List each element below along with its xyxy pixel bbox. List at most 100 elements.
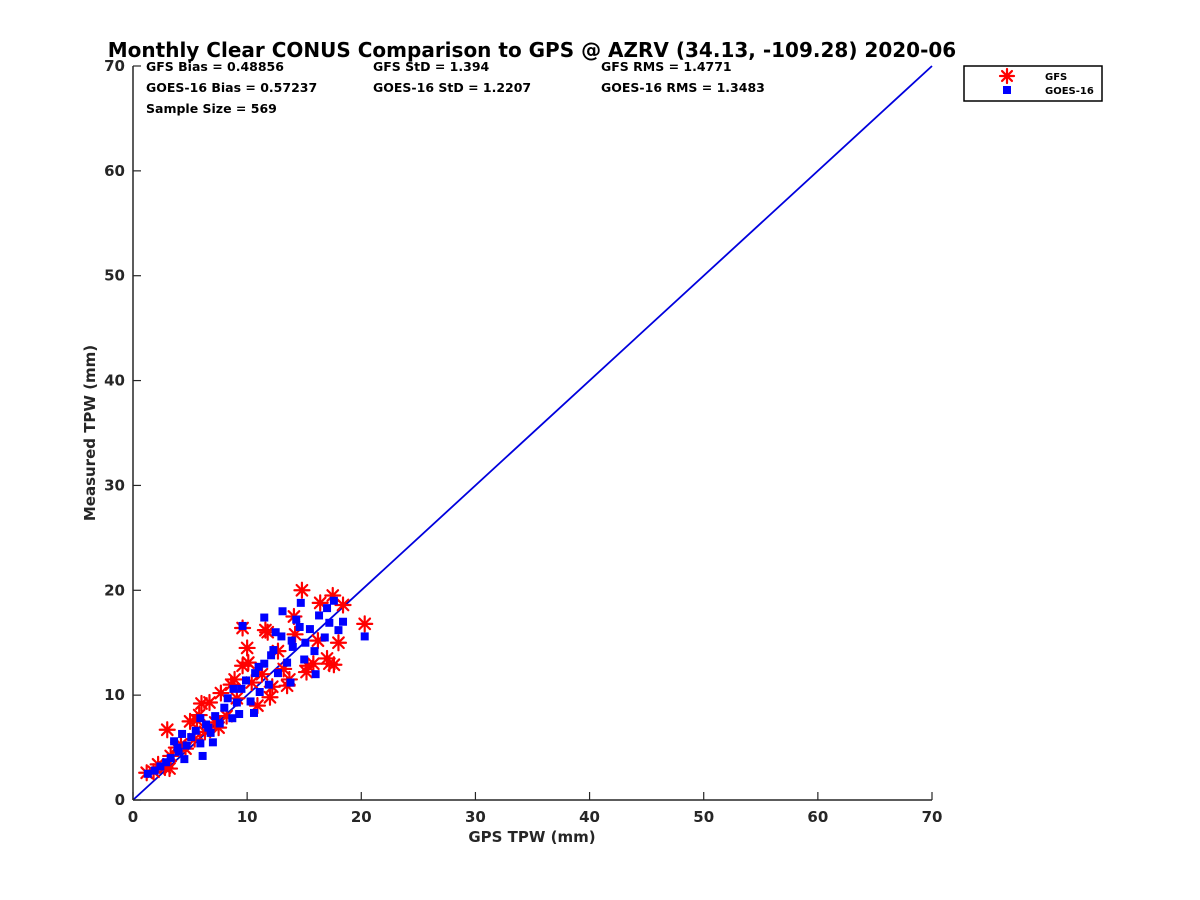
goes16-point [300, 655, 309, 664]
goes16-point [260, 613, 269, 622]
x-tick-label: 50 [693, 808, 714, 826]
goes16-point [278, 607, 287, 616]
y-tick-label: 50 [104, 267, 125, 285]
y-tick-label: 40 [104, 372, 125, 390]
goes16-point [196, 739, 205, 748]
goes16-point [329, 596, 338, 605]
goes16-point [191, 726, 200, 735]
goes16-point [223, 694, 232, 703]
y-tick-label: 20 [104, 581, 125, 599]
stat-text: GFS StD = 1.394 [373, 59, 490, 74]
chart-title: Monthly Clear CONUS Comparison to GPS @ … [108, 38, 956, 62]
goes16-point [320, 633, 329, 642]
stat-text: GOES-16 StD = 1.2207 [373, 80, 531, 95]
stat-text: GFS Bias = 0.48856 [146, 59, 284, 74]
goes16-point [204, 723, 213, 732]
goes16-points [143, 596, 369, 778]
goes16-point [246, 697, 255, 706]
gfs-point [239, 654, 257, 672]
x-tick-label: 0 [128, 808, 138, 826]
goes16-point [287, 636, 296, 645]
goes16-point [150, 766, 159, 775]
goes16-point [269, 646, 278, 655]
goes16-point [156, 762, 165, 771]
y-axis-label: Measured TPW (mm) [81, 345, 99, 521]
x-tick-label: 10 [237, 808, 258, 826]
goes16-point [301, 638, 310, 647]
goes16-point [311, 670, 320, 679]
stat-text: GOES-16 RMS = 1.3483 [601, 80, 765, 95]
goes16-point [288, 642, 297, 651]
x-axis-label: GPS TPW (mm) [468, 828, 595, 846]
goes16-point [178, 729, 187, 738]
goes16-point [360, 632, 369, 641]
goes16-point [208, 738, 217, 747]
gfs-point [225, 670, 244, 689]
goes16-point [232, 698, 241, 707]
y-tick-label: 10 [104, 686, 125, 704]
goes16-point [235, 710, 244, 719]
gfs-point [212, 684, 230, 702]
goes16-point [196, 714, 205, 723]
goes16-point [143, 769, 152, 778]
x-tick-label: 60 [807, 808, 828, 826]
plot-area [132, 65, 933, 801]
x-tick-label: 40 [579, 808, 600, 826]
gfs-point [329, 634, 348, 652]
gfs-point [304, 655, 322, 673]
gfs-point [192, 694, 211, 713]
goes16-point [251, 669, 260, 678]
goes16-point [264, 680, 273, 689]
stat-text: Sample Size = 569 [146, 101, 277, 116]
goes16-point [283, 658, 292, 667]
gfs-point [297, 663, 316, 681]
gfs-point [334, 596, 352, 614]
goes16-point [166, 754, 175, 763]
gfs-point [158, 721, 176, 739]
goes16-point [295, 622, 304, 631]
goes16-point [267, 651, 276, 660]
goes16-point [325, 618, 334, 627]
gfs-point [356, 615, 374, 633]
goes16-point [242, 676, 251, 685]
goes16-point [249, 708, 258, 717]
gfs-point [261, 688, 279, 706]
goes16-point [323, 604, 332, 613]
gfs-point [293, 581, 311, 599]
goes16-point [273, 669, 282, 678]
goes16-point [211, 712, 220, 721]
goes16-point [228, 714, 237, 723]
gfs-point [256, 621, 275, 639]
goes16-point [180, 755, 189, 764]
legend-goes16-marker [1003, 86, 1011, 94]
legend-gfs-marker [998, 67, 1016, 85]
goes16-point [173, 743, 182, 752]
goes16-point [206, 728, 215, 737]
goes16-point [271, 628, 280, 637]
goes16-point [339, 617, 348, 626]
y-tick-label: 60 [104, 162, 125, 180]
goes16-point [162, 758, 171, 767]
x-tick-label: 30 [465, 808, 486, 826]
goes16-point [215, 719, 224, 728]
goes16-point [198, 751, 207, 760]
goes16-point [310, 647, 319, 656]
goes16-point [229, 684, 238, 693]
statistics-block: GFS Bias = 0.48856 GFS StD = 1.394 GFS RMS… [146, 59, 765, 116]
x-tick-label: 20 [351, 808, 372, 826]
legend-goes16-label: GOES-16 [1045, 86, 1094, 97]
axes: 0 10 20 30 40 50 60 70 0 10 20 30 40 50 60 70 [104, 57, 942, 826]
x-tick-label: 70 [922, 808, 943, 826]
goes16-point [220, 703, 229, 712]
goes16-point [174, 747, 183, 756]
goes16-point [296, 598, 305, 607]
stat-text: GOES-16 Bias = 0.57237 [146, 80, 317, 95]
goes16-point [315, 611, 324, 620]
goes16-point [187, 733, 196, 742]
reference-line-layer [132, 65, 933, 801]
goes16-point [305, 625, 314, 634]
y-tick-label: 30 [104, 476, 125, 494]
goes16-point [292, 615, 301, 624]
goes16-point [170, 737, 179, 746]
